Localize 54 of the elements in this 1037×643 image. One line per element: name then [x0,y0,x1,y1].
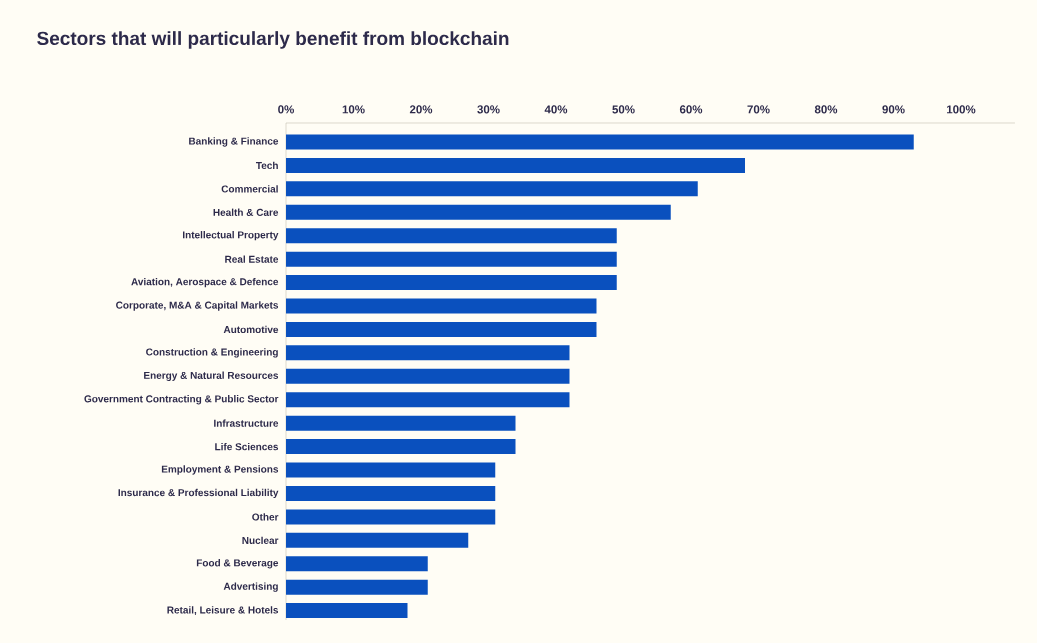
x-tick-label: 20% [409,105,433,114]
bar [286,228,617,244]
y-tick-label: Insurance & Professional Liability [118,488,279,499]
y-tick-label: Advertising [223,582,278,592]
bar [286,181,698,197]
bar [286,204,671,220]
x-tick-label: 80% [814,105,838,114]
bar [286,509,496,525]
x-tick-label: 50% [612,105,635,114]
y-tick-label: Tech [255,161,278,170]
bar [286,298,597,314]
bar [286,603,408,619]
y-tick-label: Aviation, Aerospace & Defence [131,277,279,288]
bar [286,415,516,431]
y-tick-label: Retail, Leisure & Hotels [167,606,279,616]
y-tick-label: Government Contracting & Public Sector [84,395,279,405]
y-tick-label: Employment & Pensions [161,465,279,475]
x-tick-label: 60% [679,105,703,114]
bar [286,392,570,408]
y-tick-label: Life Sciences [215,442,279,451]
bar [286,462,496,478]
y-tick-label: Nuclear [242,536,279,544]
bar [286,439,516,455]
x-tick-label: 100% [947,105,976,114]
x-tick-label: 70% [747,105,770,114]
x-tick-label: 90% [882,105,905,114]
y-tick-label: Intellectual Property [183,231,279,241]
y-tick-label: Other [252,513,279,521]
bar [286,579,428,595]
y-tick-label: Commercial [221,185,278,193]
x-tick-label: 40% [544,105,568,114]
y-tick-label: Energy & Natural Resources [144,371,279,381]
bar [286,368,570,384]
bar [286,532,469,548]
chart-title: Sectors that will particularly benefit from blockchain [37,31,509,49]
bar [286,275,617,291]
y-tick-label: Infrastructure [214,419,279,427]
y-tick-label: Real Estate [225,255,279,263]
bar [286,556,428,572]
y-tick-label: Food & Beverage [196,559,279,569]
bar [286,157,745,173]
bar [286,485,496,501]
bar [286,345,570,361]
x-tick-label: 30% [477,105,500,114]
bar [286,134,914,150]
bar [286,321,597,337]
y-tick-label: Banking & Finance [189,137,279,147]
y-tick-label: Automotive [223,325,279,334]
y-tick-label: Construction & Engineering [146,348,278,358]
x-tick-label: 0% [278,105,294,114]
x-tick-label: 10% [342,105,365,114]
y-tick-label: Corporate, M&A & Capital Markets [116,301,279,311]
bar [286,251,617,267]
y-tick-label: Health & Care [213,208,279,216]
